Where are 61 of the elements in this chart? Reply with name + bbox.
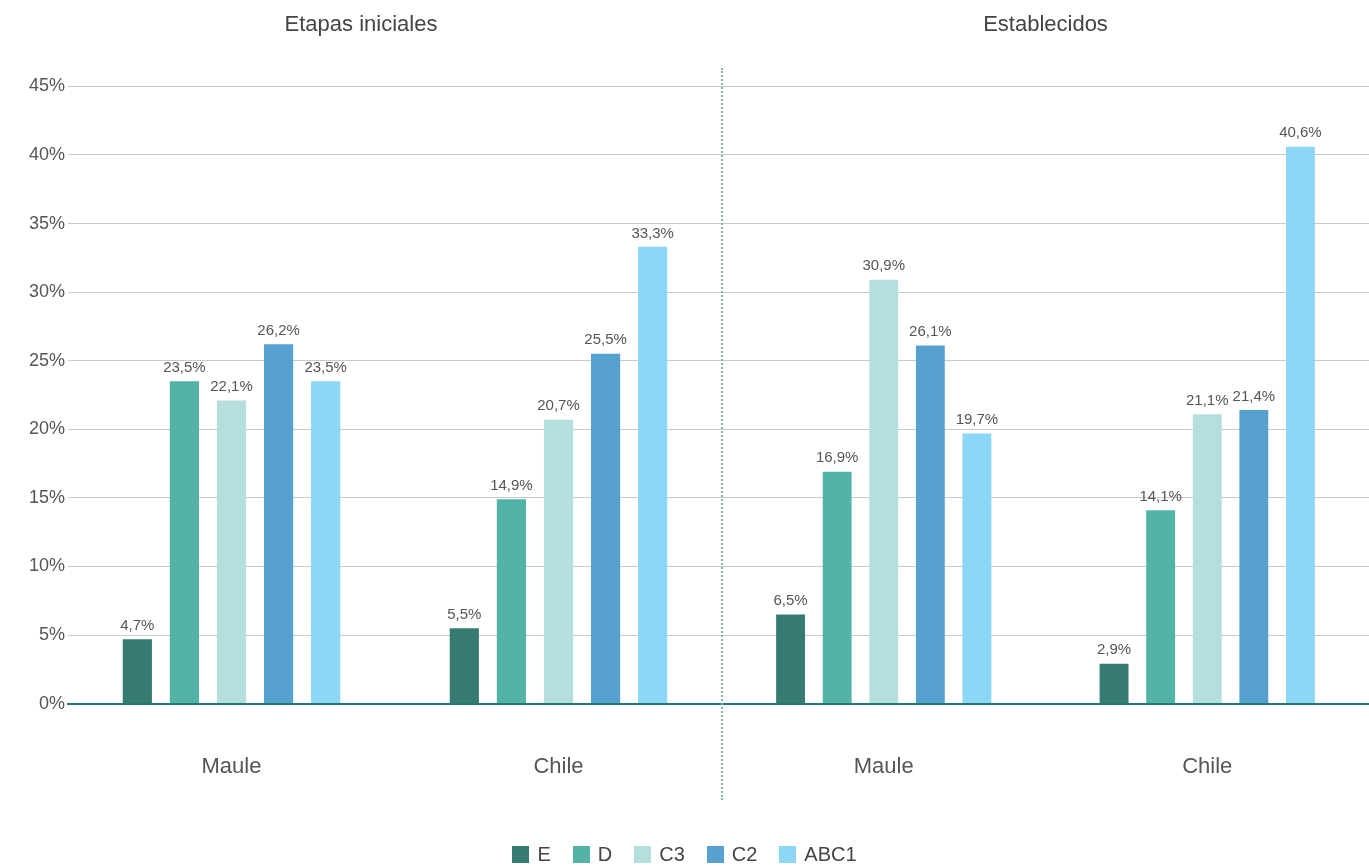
data-label: 5,5% bbox=[447, 604, 482, 622]
data-label: 23,5% bbox=[304, 357, 347, 375]
bar bbox=[1239, 410, 1269, 704]
bar bbox=[122, 639, 152, 704]
y-tick-label: 40% bbox=[28, 143, 65, 164]
data-label: 20,7% bbox=[537, 396, 580, 414]
data-label: 14,9% bbox=[490, 475, 533, 493]
bar bbox=[449, 628, 479, 704]
legend-label: C2 bbox=[731, 843, 758, 866]
bar bbox=[496, 499, 527, 704]
data-label: 21,4% bbox=[1232, 386, 1276, 404]
bar bbox=[169, 381, 200, 704]
y-tick-label: 30% bbox=[28, 281, 65, 302]
y-tick-label: 25% bbox=[28, 349, 65, 370]
data-label: 40,6% bbox=[1279, 123, 1322, 141]
legend-label: E bbox=[537, 843, 551, 866]
legend-label: ABC1 bbox=[804, 843, 857, 866]
data-label: 25,5% bbox=[584, 330, 627, 348]
x-tick-label: Chile bbox=[1182, 752, 1233, 778]
data-label: 16,9% bbox=[815, 448, 859, 466]
data-label: 21,1% bbox=[1185, 390, 1229, 408]
bar bbox=[543, 419, 574, 704]
y-tick-label: 10% bbox=[28, 555, 65, 576]
y-tick-label: 35% bbox=[28, 212, 65, 233]
data-label: 30,9% bbox=[862, 256, 906, 274]
data-label: 6,5% bbox=[773, 591, 808, 609]
data-label: 19,7% bbox=[955, 410, 999, 428]
bar bbox=[638, 246, 668, 704]
bar bbox=[216, 400, 247, 704]
x-tick-label: Chile bbox=[533, 752, 584, 778]
y-tick-label: 0% bbox=[38, 692, 65, 713]
data-label: 26,1% bbox=[909, 322, 952, 340]
data-label: 23,5% bbox=[163, 357, 206, 375]
legend-label: D bbox=[597, 843, 613, 866]
bar bbox=[962, 433, 992, 704]
x-tick-label: Maule bbox=[853, 752, 914, 778]
bar bbox=[1099, 663, 1129, 704]
bar bbox=[822, 471, 852, 704]
data-label: 33,3% bbox=[631, 223, 674, 241]
chart-title: Etapas iniciales bbox=[284, 11, 438, 37]
y-tick-label: 45% bbox=[28, 75, 65, 96]
legend-label: C3 bbox=[659, 843, 685, 866]
data-label: 22,1% bbox=[210, 377, 253, 395]
x-tick-label: Maule bbox=[201, 752, 262, 778]
bar bbox=[1192, 414, 1222, 704]
y-tick-label: 20% bbox=[28, 418, 65, 439]
data-label: 26,2% bbox=[257, 320, 300, 338]
y-tick-label: 5% bbox=[38, 623, 65, 644]
bar bbox=[1285, 146, 1315, 704]
bar bbox=[776, 614, 806, 704]
data-label: 4,7% bbox=[120, 615, 155, 633]
data-label: 2,9% bbox=[1096, 640, 1132, 658]
data-label: 14,1% bbox=[1139, 486, 1182, 504]
chart-title: Establecidos bbox=[983, 11, 1108, 37]
bar bbox=[311, 381, 341, 704]
bar bbox=[263, 344, 294, 704]
bar bbox=[915, 345, 945, 704]
bar bbox=[1146, 510, 1176, 704]
y-tick-label: 15% bbox=[28, 486, 65, 507]
bar bbox=[869, 279, 899, 704]
bar bbox=[590, 353, 621, 704]
